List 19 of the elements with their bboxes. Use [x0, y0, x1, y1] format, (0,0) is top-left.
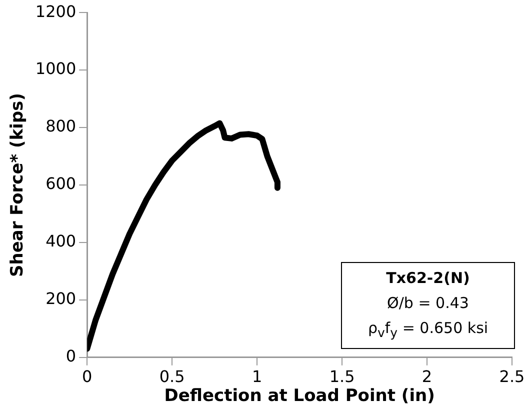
y-tick-label: 1000: [35, 59, 76, 78]
y-tick-label: 400: [46, 232, 76, 251]
annotation: Tx62-2(N): [385, 268, 471, 289]
x-tick-label: 2.5: [499, 367, 525, 386]
x-tick-label: 1: [252, 367, 262, 386]
y-tick-label: 800: [46, 116, 76, 136]
annotation: Ø/b = 0.43: [386, 293, 470, 314]
x-tick-label: 2: [422, 367, 432, 386]
annotation: ρ$_{v}$f$_{y}$ = 0.650 ksi: [366, 318, 490, 342]
x-axis-title: Deflection at Load Point (in): [164, 386, 435, 406]
x-tick-label: 1.5: [329, 367, 355, 386]
x-tick-label: 0.5: [159, 367, 185, 386]
y-tick-label: 1200: [35, 2, 76, 21]
y-tick-label: 600: [46, 174, 76, 194]
y-tick-label: 200: [46, 289, 76, 308]
note-box: Tx62-2(N) Ø/b = 0.43 ρ$_{v}$f$_{y}$ = 0.650 ksi: [341, 262, 515, 349]
y-tick-label: 0: [66, 346, 76, 366]
y-axis-title: Shear Force* (kips): [8, 92, 28, 278]
x-tick-label: 0: [82, 367, 92, 386]
